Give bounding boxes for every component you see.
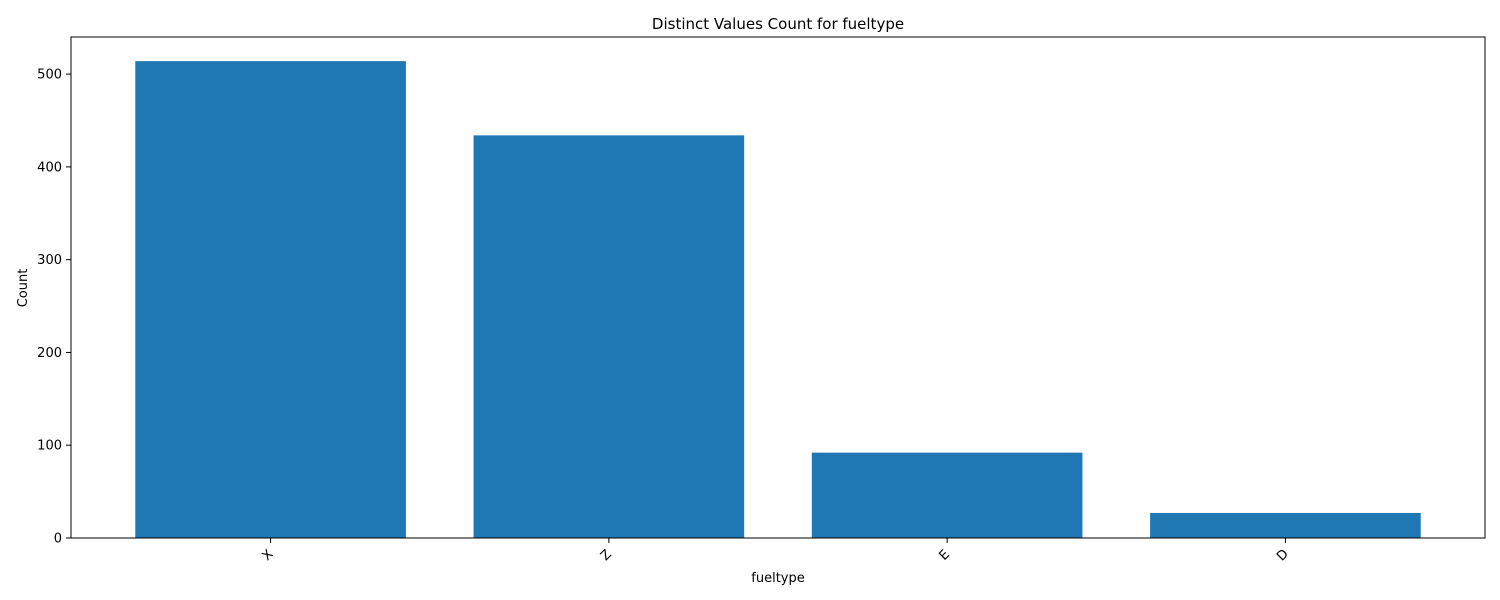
x-tick-label: Z: [598, 547, 615, 564]
x-tick-label: D: [1274, 547, 1292, 565]
y-axis-ticks: 0 100 200 300 400 500: [37, 68, 71, 547]
bars-group: [135, 61, 1421, 538]
y-tick-label: 500: [37, 68, 62, 83]
bar-E: [811, 452, 1083, 538]
x-axis-title: fueltype: [751, 571, 804, 586]
y-tick-label: 400: [37, 160, 62, 175]
plot-frame: [70, 36, 1486, 539]
y-tick-label: 300: [37, 253, 62, 268]
x-tick-label: E: [936, 547, 952, 563]
chart-title: Distinct Values Count for fueltype: [652, 15, 904, 33]
bar-X: [135, 61, 406, 538]
x-tick-label: X: [260, 547, 277, 564]
y-axis-title: Count: [16, 269, 31, 308]
y-tick-label: 100: [37, 439, 62, 454]
bar-Z: [473, 135, 745, 538]
y-tick-label: 0: [54, 532, 62, 547]
y-tick-label: 200: [37, 346, 62, 361]
bar-D: [1150, 512, 1421, 538]
